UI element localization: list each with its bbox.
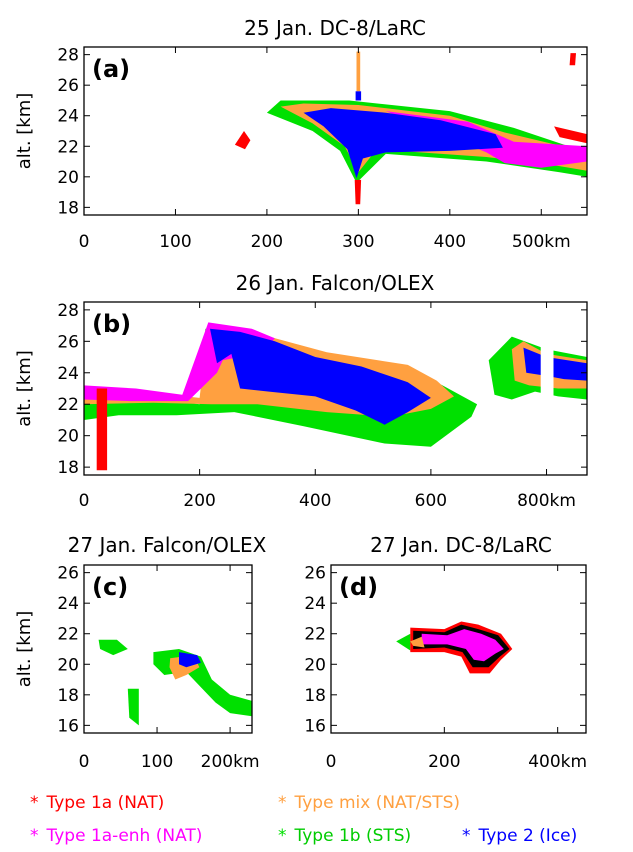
y-tick-label-c-0: 16 — [57, 716, 79, 736]
x-tick-label-d-1: 200 — [428, 752, 460, 772]
x-tick-label-c-2: 200km — [201, 752, 260, 772]
y-tick-label-d-1: 18 — [304, 686, 326, 706]
legend-star-mix: * — [278, 793, 287, 813]
panel-a: 0 100 200 300 400 500km 18 20 22 24 26 28 25 Jan. DC… — [14, 16, 588, 252]
region-sts-c-4 — [127, 688, 139, 726]
panel-c: 0 100 200km 16 18 20 22 24 26 27 Jan. Falcon/OLEX… — [14, 533, 267, 772]
y-tick-label-b-2: 22 — [57, 395, 79, 415]
region-ice-b-3 — [210, 328, 431, 425]
region-sts-c-1 — [153, 649, 252, 717]
x-tick-label-b-2: 400 — [299, 491, 331, 511]
plot-frame-a — [83, 46, 588, 216]
y-tick-label-c-5: 26 — [57, 564, 79, 584]
panel-label-a: (a) — [92, 55, 130, 83]
panel-title-c: 27 Jan. Falcon/OLEX — [68, 533, 267, 557]
y-axis-label-c: alt. [km] — [14, 611, 35, 688]
x-tick-label-b-4: 800km — [517, 491, 576, 511]
y-tick-label-a-1: 20 — [57, 168, 79, 188]
x-tick-label-a-4: 400 — [434, 232, 466, 252]
panel-title-a: 25 Jan. DC-8/LaRC — [244, 16, 426, 40]
y-tick-label-b-3: 24 — [57, 364, 79, 384]
x-tick-label-b-3: 600 — [415, 491, 447, 511]
panel-b: 0 200 400 600 800km 18 20 22 24 26 28 26 Jan. Falco… — [14, 271, 588, 511]
x-tick-label-a-3: 300 — [342, 232, 374, 252]
y-axis-label-b: alt. [km] — [14, 350, 35, 427]
y-tick-label-d-0: 16 — [304, 716, 326, 736]
y-tick-label-a-2: 22 — [57, 137, 79, 157]
x-tick-label-b-1: 200 — [183, 491, 215, 511]
panel-label-d: (d) — [339, 573, 378, 601]
x-tick-label-a-1: 100 — [159, 232, 191, 252]
y-tick-label-d-5: 26 — [304, 564, 326, 584]
legend-ice: * Type 2 (Ice) — [462, 826, 577, 846]
panel-title-b: 26 Jan. Falcon/OLEX — [236, 271, 435, 295]
y-tick-label-d-3: 22 — [304, 625, 326, 645]
plot-frame-c — [83, 564, 253, 734]
y-tick-label-c-1: 18 — [57, 686, 79, 706]
x-tick-label-d-2: 400km — [528, 752, 587, 772]
region-ice-b-6 — [523, 347, 587, 381]
legend-label-mix: Type mix (NAT/STS) — [294, 793, 461, 813]
y-tick-label-a-3: 24 — [57, 107, 79, 127]
legend-sts: * Type 1b (STS) — [278, 826, 411, 846]
x-tick-label-b-0: 0 — [79, 491, 90, 511]
x-tick-label-c-0: 0 — [79, 752, 90, 772]
x-tick-label-a-2: 200 — [251, 232, 283, 252]
legend-label-type1a: Type 1a (NAT) — [46, 793, 165, 813]
region-type1a-a-0 — [234, 131, 251, 150]
region-type1a-b-8 — [96, 388, 108, 471]
y-tick-label-a-5: 28 — [57, 46, 79, 66]
legend-label-sts: Type 1b (STS) — [294, 826, 412, 846]
region-mix-d-4 — [410, 636, 425, 648]
region-mix-a-6 — [356, 51, 361, 92]
plot-frame-b — [83, 301, 588, 476]
legend-star-ice: * — [462, 826, 471, 846]
panel-label-b: (b) — [92, 310, 131, 338]
y-tick-label-a-0: 18 — [57, 198, 79, 218]
y-tick-label-c-2: 20 — [57, 655, 79, 675]
y-tick-label-c-3: 22 — [57, 625, 79, 645]
y-axis-label-a: alt. [km] — [14, 93, 35, 170]
panel-label-c: (c) — [92, 573, 128, 601]
region-type1a-a-5 — [354, 179, 362, 205]
legend-star-sts: * — [278, 826, 287, 846]
region-sts-d-0 — [396, 633, 411, 651]
x-tick-label-d-0: 0 — [326, 752, 337, 772]
legend-type1a: * Type 1a (NAT) — [30, 793, 164, 813]
y-tick-label-d-2: 20 — [304, 655, 326, 675]
y-tick-label-b-0: 18 — [57, 458, 79, 478]
legend-star-enh: * — [30, 826, 39, 846]
y-tick-label-b-4: 26 — [57, 332, 79, 352]
region-ice-a-7 — [355, 91, 362, 101]
legend-label-enh: Type 1a-enh (NAT) — [46, 826, 203, 846]
region-type1a-a-8 — [554, 126, 587, 144]
x-tick-label-c-1: 100 — [141, 752, 173, 772]
legend-enh: * Type 1a-enh (NAT) — [30, 826, 202, 846]
legend-label-ice: Type 2 (Ice) — [478, 826, 578, 846]
y-tick-label-c-4: 24 — [57, 594, 79, 614]
region-gap-b-7 — [540, 302, 554, 475]
y-tick-label-a-4: 26 — [57, 76, 79, 96]
y-tick-label-b-5: 28 — [57, 301, 79, 321]
legend-star-type1a: * — [30, 793, 39, 813]
x-tick-label-a-5: 500km — [512, 232, 571, 252]
legend-mix: * Type mix (NAT/STS) — [278, 793, 460, 813]
region-ice-a-4 — [303, 108, 503, 179]
region-enh-d-3 — [421, 629, 504, 662]
panel-d: 0 200 400km 16 18 20 22 24 26 27 Jan. DC-8/LaRC (d… — [304, 533, 587, 772]
x-tick-label-a-0: 0 — [79, 232, 90, 252]
region-ice-c-3 — [179, 652, 201, 668]
y-tick-label-b-1: 20 — [57, 427, 79, 447]
y-tick-label-d-4: 24 — [304, 594, 326, 614]
region-type1a-a-9 — [569, 53, 576, 66]
region-sts-c-0 — [98, 639, 128, 656]
panel-title-d: 27 Jan. DC-8/LaRC — [370, 533, 552, 557]
plot-frame-d — [330, 564, 587, 734]
